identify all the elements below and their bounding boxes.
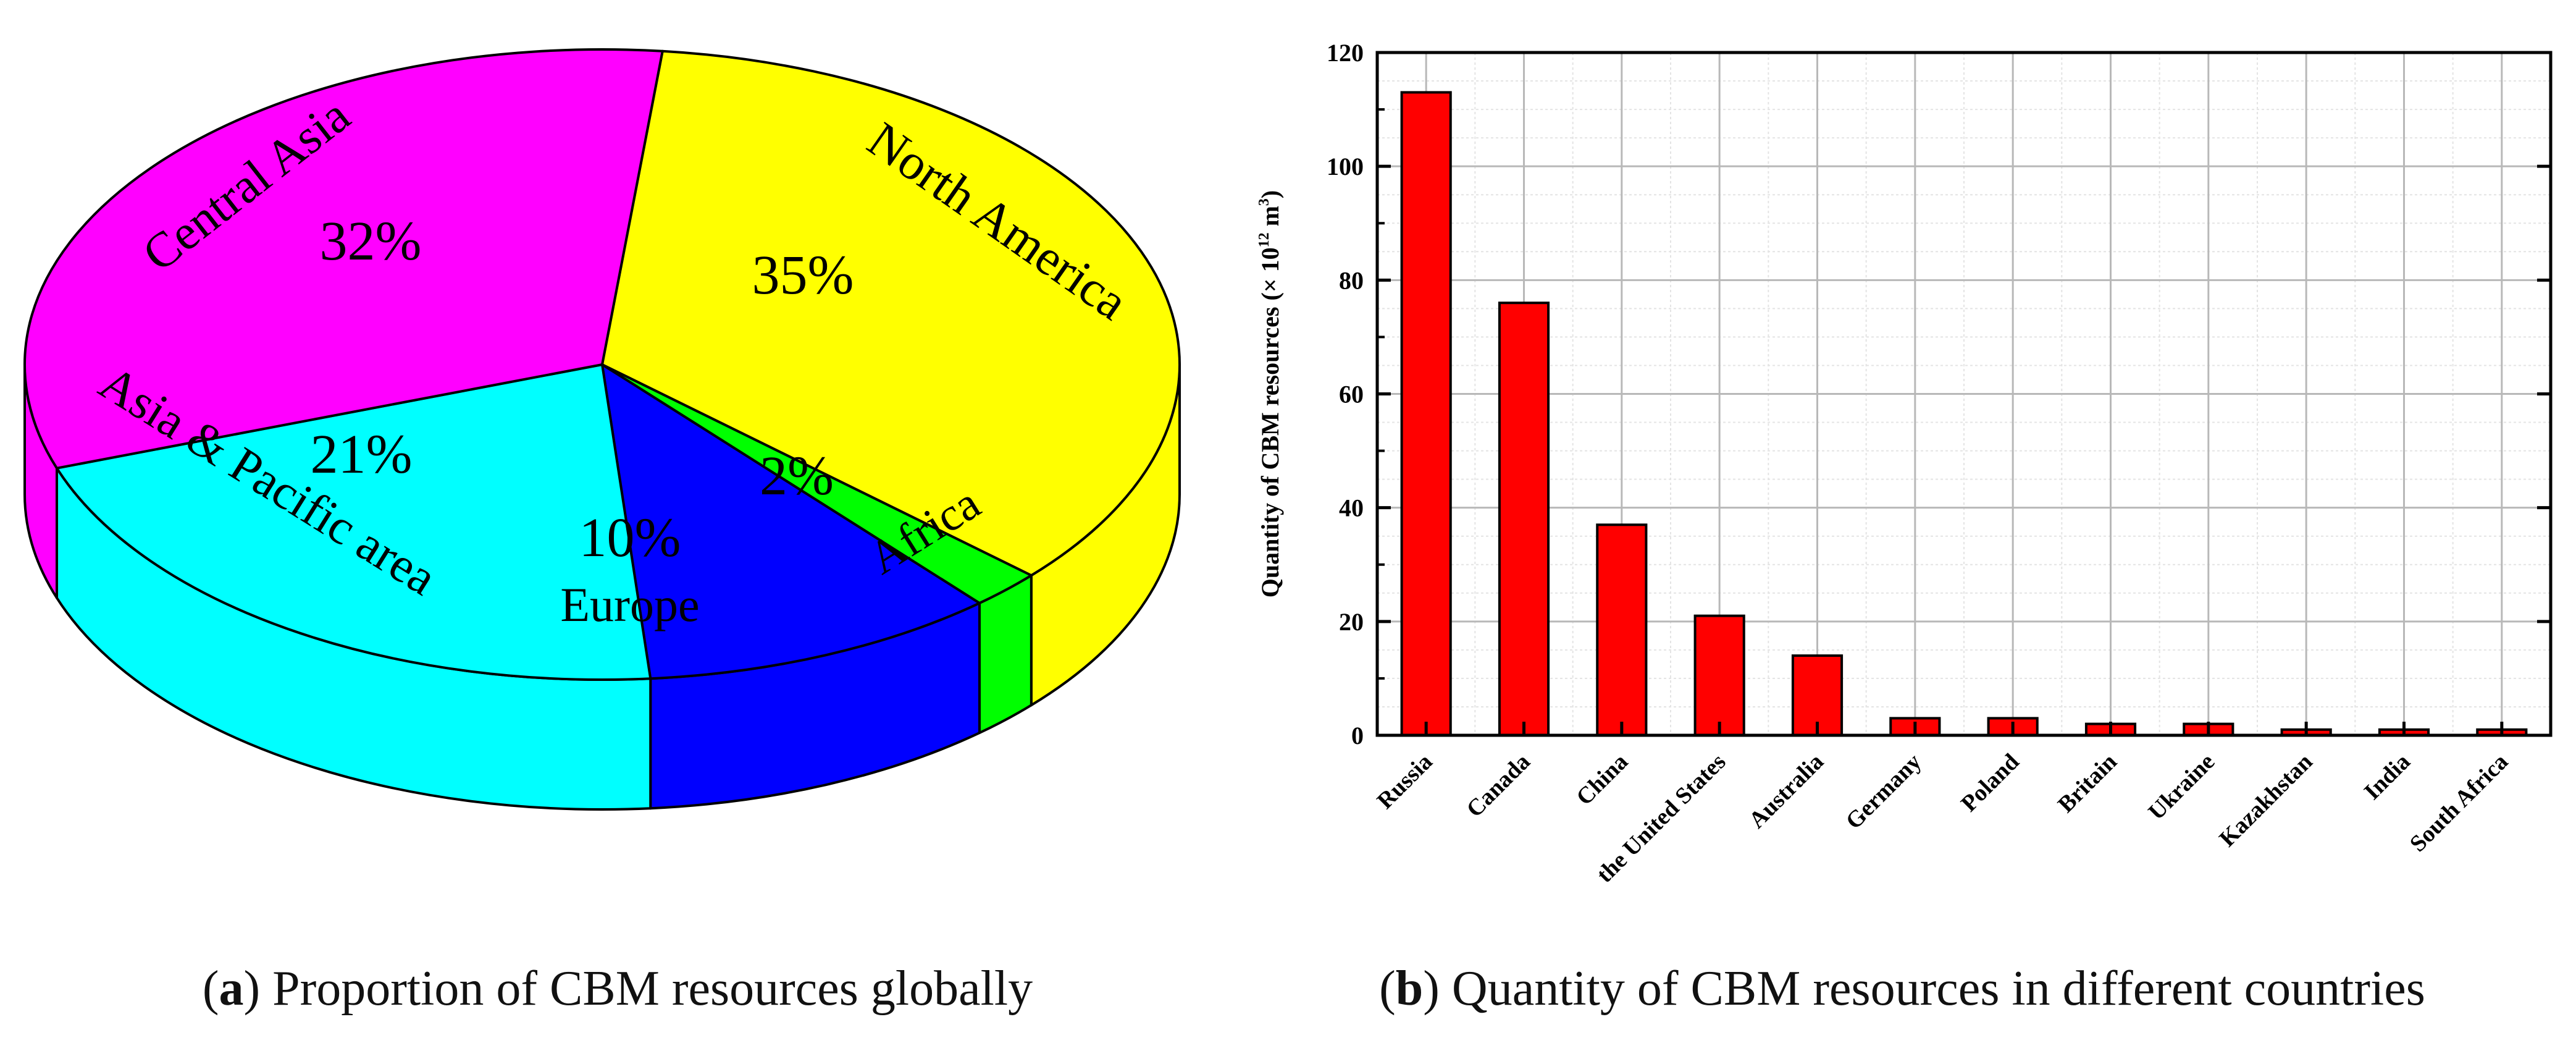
pie-percent-north-america: 35% xyxy=(752,245,854,306)
x-tick-label-ukraine: Ukraine xyxy=(2143,749,2220,826)
caption-b-text: Quantity of CBM resources in different c… xyxy=(1439,961,2425,1016)
y-tick-label: 20 xyxy=(1339,608,1364,636)
y-tick-label: 80 xyxy=(1339,266,1364,294)
x-tick-label-south-africa: South Africa xyxy=(2405,749,2513,857)
bar-canada xyxy=(1498,302,1550,737)
pie-slice-central-asia xyxy=(23,48,664,470)
pie-percent-asia-pacific-area: 21% xyxy=(311,424,413,485)
x-tick-label-china: China xyxy=(1571,749,1633,811)
x-tick-label-russia: Russia xyxy=(1372,749,1438,814)
major-grid xyxy=(1377,51,2551,737)
x-tick-label-kazakhstan: Kazakhstan xyxy=(2214,749,2317,852)
caption-b-letter: b xyxy=(1395,961,1424,1016)
bar-china xyxy=(1596,523,1648,737)
bar-the-united-states xyxy=(1693,614,1745,737)
x-tick-label-india: India xyxy=(2359,749,2415,805)
pie-slice-north-america xyxy=(601,49,1181,577)
x-tick-label-australia: Australia xyxy=(1744,749,1829,834)
x-tick-label-canada: Canada xyxy=(1462,749,1535,822)
pie-percent-africa: 2% xyxy=(760,445,834,507)
caption-a-text: Proportion of CBM resources globally xyxy=(260,961,1033,1016)
caption-a: (a) Proportion of CBM resources globally xyxy=(202,961,1033,1016)
y-tick-label: 0 xyxy=(1351,722,1364,750)
y-tick-label: 60 xyxy=(1339,381,1364,408)
y-axis-label: Quantity of CBM resources (× 1012 m3) xyxy=(1256,190,1284,598)
x-tick-label-britain: Britain xyxy=(2053,749,2122,818)
pie-label-europe: Europe xyxy=(560,578,699,631)
caption-a-letter: a xyxy=(219,961,244,1016)
x-tick-label-poland: Poland xyxy=(1956,749,2024,817)
y-tick-label: 100 xyxy=(1327,153,1364,180)
pie-slice-asia-pacific-area xyxy=(56,363,652,681)
x-tick-label-germany: Germany xyxy=(1841,749,1927,835)
pie-percent-central-asia: 32% xyxy=(320,211,422,272)
pie-percent-europe: 10% xyxy=(579,507,681,568)
bar-russia xyxy=(1400,91,1452,737)
pie-chart-panel: North America 35% Africa 2% Europe 10% Asia & … xyxy=(0,0,1235,927)
y-tick-label: 120 xyxy=(1327,39,1364,67)
caption-b: (b) Quantity of CBM resources in differe… xyxy=(1379,961,2425,1016)
bar-chart-panel: 0 20 40 60 80 100 120 Russia Canada China the Unit… xyxy=(1235,0,2576,945)
pie-slice-europe xyxy=(601,363,981,680)
y-tick-label: 40 xyxy=(1339,494,1364,522)
